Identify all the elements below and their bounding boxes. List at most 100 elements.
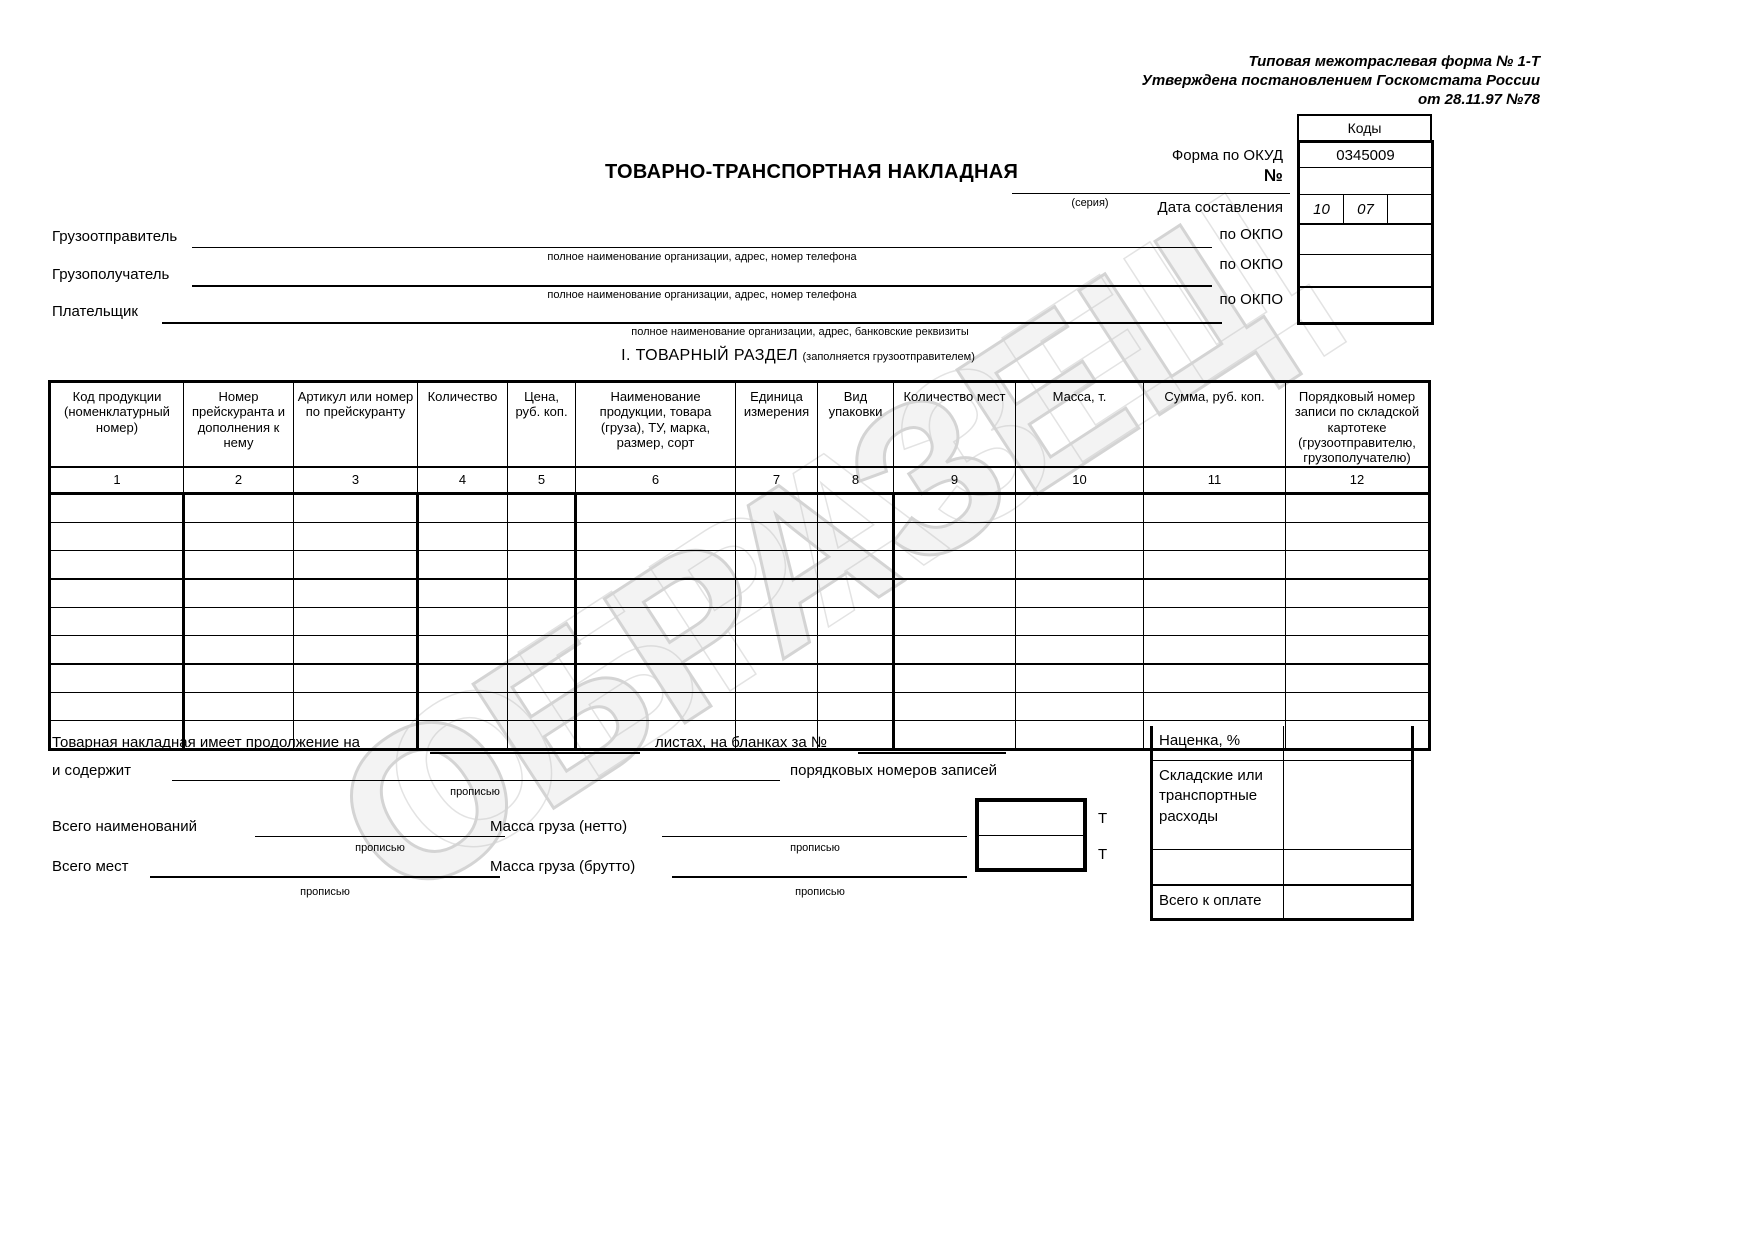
table-cell[interactable] [293,521,418,551]
table-cell[interactable] [293,663,418,693]
table-cell[interactable] [1143,521,1286,551]
table-cell[interactable] [183,492,294,523]
table-cell[interactable] [817,634,894,665]
table-cell[interactable] [575,521,736,551]
table-cell[interactable] [183,634,294,665]
table-cell[interactable] [1285,549,1430,580]
table-cell[interactable] [892,634,1016,665]
table-cell[interactable] [183,606,294,636]
spare-value-cell[interactable] [1284,850,1411,884]
table-cell[interactable] [1285,606,1430,636]
table-cell[interactable] [507,606,577,636]
table-cell[interactable] [1015,606,1144,636]
table-cell[interactable] [416,634,508,665]
mass-gross-fill-line[interactable] [672,861,967,878]
table-cell[interactable] [48,663,185,693]
table-cell[interactable] [892,719,1016,751]
table-cell[interactable] [1143,691,1286,721]
table-cell[interactable] [1143,578,1286,608]
table-cell[interactable] [1015,578,1144,608]
table-cell[interactable] [735,492,818,523]
table-cell[interactable] [183,549,294,580]
table-cell[interactable] [575,549,736,580]
table-cell[interactable] [735,521,818,551]
table-cell[interactable] [48,719,185,751]
table-cell[interactable] [507,549,577,580]
table-cell[interactable] [507,691,577,721]
table-cell[interactable] [575,719,736,751]
table-cell[interactable] [735,606,818,636]
table-cell[interactable] [817,521,894,551]
table-cell[interactable] [1285,663,1430,693]
okud-code-cell[interactable]: 0345009 [1336,146,1395,164]
table-cell[interactable] [817,606,894,636]
table-cell[interactable] [507,578,577,608]
payer-fill-line[interactable] [162,307,1222,324]
table-cell[interactable] [735,634,818,665]
total-items-fill-line[interactable] [255,821,505,837]
mass-net-fill-line[interactable] [662,821,967,837]
document-number-cell[interactable] [1300,167,1431,194]
table-cell[interactable] [1143,663,1286,693]
markup-value-cell[interactable] [1284,726,1411,760]
payer-okpo-cell[interactable] [1300,286,1431,322]
records-count-fill-line[interactable] [172,765,780,781]
table-cell[interactable] [183,663,294,693]
table-cell[interactable] [416,549,508,580]
table-cell[interactable] [575,634,736,665]
table-cell[interactable] [817,663,894,693]
table-cell[interactable] [1015,663,1144,693]
table-cell[interactable] [293,606,418,636]
table-cell[interactable] [293,691,418,721]
table-cell[interactable] [416,719,508,751]
table-cell[interactable] [735,719,818,751]
table-cell[interactable] [1143,719,1286,751]
table-cell[interactable] [575,492,736,523]
consignee-fill-line[interactable] [192,270,1212,287]
consignor-fill-line[interactable] [192,232,1212,248]
table-cell[interactable] [183,578,294,608]
table-cell[interactable] [1143,549,1286,580]
table-cell[interactable] [48,606,185,636]
table-cell[interactable] [892,663,1016,693]
consignor-okpo-cell[interactable] [1300,223,1431,254]
table-cell[interactable] [507,663,577,693]
table-cell[interactable] [183,719,294,751]
table-cell[interactable] [1285,578,1430,608]
table-cell[interactable] [293,578,418,608]
table-cell[interactable] [293,492,418,523]
table-cell[interactable] [48,549,185,580]
table-cell[interactable] [575,606,736,636]
table-cell[interactable] [817,691,894,721]
table-cell[interactable] [892,549,1016,580]
table-cell[interactable] [1015,549,1144,580]
expenses-value-cell[interactable] [1284,761,1411,849]
table-cell[interactable] [48,634,185,665]
table-cell[interactable] [892,492,1016,523]
table-cell[interactable] [817,549,894,580]
consignee-okpo-cell[interactable] [1300,254,1431,286]
table-cell[interactable] [1143,606,1286,636]
table-cell[interactable] [735,663,818,693]
table-cell[interactable] [892,578,1016,608]
table-cell[interactable] [735,549,818,580]
table-cell[interactable] [293,634,418,665]
table-cell[interactable] [817,719,894,751]
blank-numbers-fill-line[interactable] [858,737,1006,754]
total-places-fill-line[interactable] [150,861,500,878]
table-cell[interactable] [1015,521,1144,551]
table-cell[interactable] [416,521,508,551]
table-cell[interactable] [892,606,1016,636]
table-cell[interactable] [817,578,894,608]
table-cell[interactable] [293,549,418,580]
date-day-cell[interactable]: 10 [1313,200,1330,218]
table-cell[interactable] [48,578,185,608]
table-cell[interactable] [416,606,508,636]
table-cell[interactable] [183,521,294,551]
mass-value-box[interactable] [975,798,1087,872]
table-cell[interactable] [1015,634,1144,665]
table-cell[interactable] [1015,492,1144,523]
table-cell[interactable] [1285,691,1430,721]
table-cell[interactable] [735,691,818,721]
table-cell[interactable] [1285,719,1430,751]
